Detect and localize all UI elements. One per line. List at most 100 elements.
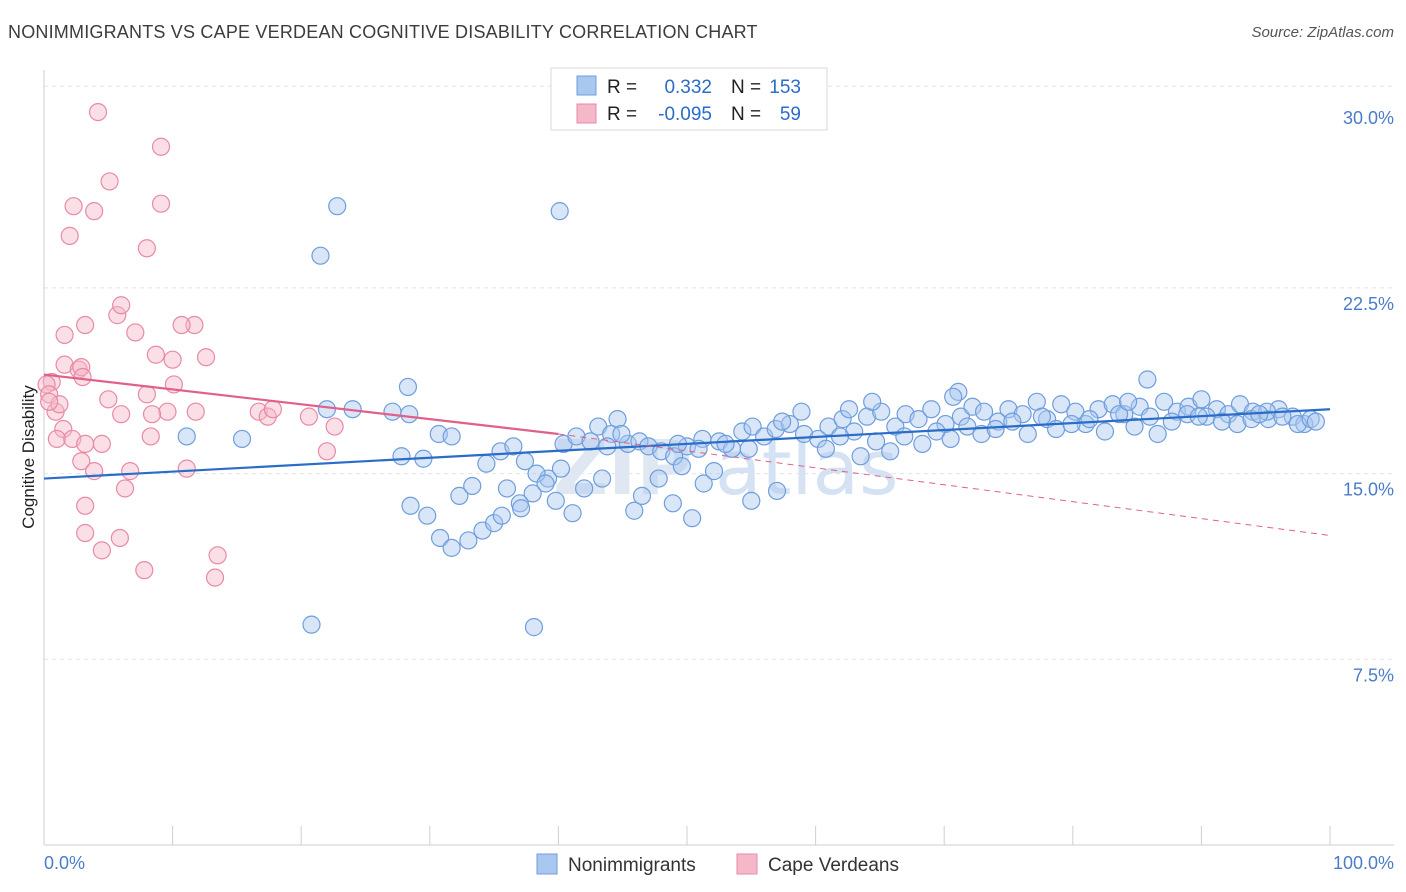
stats-n-value-1: 153 [769,77,801,98]
axes [43,70,1394,846]
cape-verdeans-point [99,390,118,409]
nonimmigrants-point [463,476,482,496]
y-tick-label: 15.0% [1343,480,1394,500]
nonimmigrants-point [1109,405,1129,424]
nonimmigrants-point [593,469,612,488]
nonimmigrants-point [941,429,960,449]
cape-verdeans-point [325,417,344,436]
cape-verdeans-point [141,427,160,446]
nonimmigrants-point [951,407,971,426]
nonimmigrants-point [392,447,411,466]
cape-verdeans-point [64,197,83,216]
nonimmigrants-point [1178,405,1197,424]
cape-verdeans-point [73,367,92,387]
cape-verdeans-point [54,419,73,439]
nonimmigrants-point [909,410,928,429]
cape-verdeans-point [88,102,108,122]
cape-verdeans-point [135,561,154,580]
nonimmigrants-point [1095,422,1115,441]
nonimmigrants-point [1228,414,1247,434]
cape-verdeans-point [60,226,79,245]
nonimmigrants-point [311,246,330,265]
nonimmigrants-point [792,402,811,421]
cape-verdeans-point [92,541,111,560]
nonimmigrants-point [523,484,542,503]
stats-legend-swatch-nonimmigrants [576,75,597,96]
cape-verdeans-point [186,402,205,421]
cape-verdeans-point [76,315,95,335]
nonimmigrants-point [742,491,761,510]
cape-verdeans-point [112,296,131,315]
cape-verdeans-point [146,345,165,364]
nonimmigrants-point [524,618,544,637]
cape-verdeans-point [151,194,171,213]
nonimmigrants-point [504,437,523,456]
nonimmigrants-point [485,514,504,533]
nonimmigrants-point [922,400,941,419]
cape-verdeans-point [108,306,127,325]
nonimmigrants-point [704,462,724,481]
nonimmigrants-point [663,494,682,513]
nonimmigrants-point [1192,390,1211,409]
cape-verdeans-point [177,459,196,478]
chart-title: NONIMMIGRANTS VS CAPE VERDEAN COGNITIVE … [8,22,758,42]
x-tick-label-max: 100.0% [1333,853,1394,873]
cape-verdeans-trendline-extension [558,433,1331,536]
nonimmigrants-point [567,427,586,446]
source-credit: Source: ZipAtlas.com [1251,24,1394,41]
nonimmigrants-point [819,417,838,436]
nonimmigrants-point [625,501,644,520]
nonimmigrants-point [497,479,517,498]
cape-verdeans-point [76,496,95,515]
nonimmigrants-point [1138,370,1157,389]
nonimmigrants-point [400,405,419,424]
nonimmigrants-point [833,410,852,429]
nonimmigrants-point [694,474,713,493]
cape-verdeans-point [126,323,145,342]
nonimmigrants-point [767,481,787,501]
cape-verdeans-point [151,137,171,156]
nonimmigrants-point [974,402,994,421]
stats-legend-box [550,67,828,131]
legend-label-cape-verdeans: Cape Verdeans [768,855,899,876]
cape-verdeans-point [185,315,204,335]
nonimmigrants-point [536,474,555,493]
legend-swatch-nonimmigrants [536,853,558,875]
nonimmigrants-point [649,469,668,488]
nonimmigrants-point [1032,407,1052,426]
nonimmigrants-point [612,424,631,444]
stats-n-label-2: N = [731,104,761,125]
cape-verdeans-point [115,479,135,498]
stats-legend-swatch-cape-verdeans [576,103,597,124]
stats-n-value-2: 59 [780,104,801,125]
cape-verdeans-point [317,442,337,461]
nonimmigrants-point [398,377,418,397]
nonimmigrants-point [913,434,932,453]
nonimmigrants-point [177,427,196,446]
stats-n-label-1: N = [731,77,761,98]
nonimmigrants-point [527,464,546,483]
nonimmigrants-point [851,447,870,466]
cape-verdeans-point [137,385,156,404]
nonimmigrants-point [839,400,859,419]
nonimmigrants-point [575,479,594,498]
nonimmigrants-point [512,499,531,518]
stats-legend: R = 0.332 N = 153 R = -0.095 N = 59 [550,67,828,131]
nonimmigrants-point [442,427,461,446]
nonimmigrants-point [766,419,785,439]
stats-r-label-2: R = [607,104,637,125]
nonimmigrants-point [716,434,735,453]
cape-verdeans-trendline [43,373,559,436]
trendlines [43,373,1331,536]
nonimmigrants-point [986,419,1005,439]
nonimmigrants-point [886,417,905,436]
nonimmigrants-point [401,496,420,515]
nonimmigrants-point [598,437,617,456]
nonimmigrants-point [539,469,558,488]
cape-verdeans-point [100,172,119,191]
nonimmigrants-trendline [43,408,1331,480]
nonimmigrants-point [1103,395,1122,414]
nonimmigrants-point [302,615,321,634]
nonimmigrants-point [551,459,571,478]
